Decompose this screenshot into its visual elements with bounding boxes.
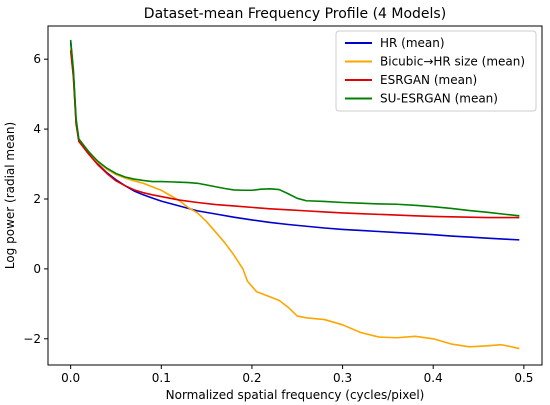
y-tick-label: 0 — [33, 262, 41, 276]
y-axis-label: Log power (radial mean) — [3, 122, 17, 269]
series-line-2 — [69, 48, 520, 350]
legend-entry: ESRGAN (mean) — [380, 73, 477, 87]
legend-entry: Bicubic→HR size (mean) — [380, 55, 525, 69]
x-tick-label: 0.0 — [61, 371, 80, 385]
y-tick-label: 2 — [33, 192, 41, 206]
y-tick-label: 4 — [33, 122, 41, 136]
x-axis-label: Normalized spatial frequency (cycles/pix… — [166, 388, 425, 402]
legend-box — [335, 30, 537, 112]
chart-title: Dataset-mean Frequency Profile (4 Models… — [144, 6, 446, 22]
x-tick-label: 0.1 — [152, 371, 171, 385]
legend-entry: SU-ESRGAN (mean) — [380, 92, 498, 106]
x-tick-label: 0.4 — [424, 371, 443, 385]
x-tick-label: 0.2 — [242, 371, 261, 385]
legend-entry: HR (mean) — [380, 36, 445, 50]
x-axis-ticks: 0.0 0.1 0.2 0.3 0.4 0.5 — [61, 365, 533, 385]
series-line-4 — [69, 39, 520, 217]
y-axis-ticks: −2 0 2 4 6 — [23, 52, 48, 346]
x-tick-label: 0.5 — [514, 371, 533, 385]
y-tick-label: −2 — [23, 332, 41, 346]
legend: HR (mean) Bicubic→HR size (mean) ESRGAN (m… — [335, 30, 537, 112]
series-line-3 — [69, 50, 520, 219]
plot-frame — [47, 25, 543, 366]
y-tick-label: 6 — [33, 52, 41, 66]
x-tick-label: 0.3 — [333, 371, 352, 385]
